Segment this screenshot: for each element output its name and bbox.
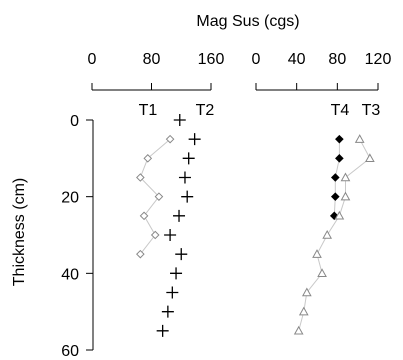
- x-tick-label: 0: [88, 51, 97, 68]
- data-point-T2: [170, 267, 183, 280]
- x-tick-label: 0: [252, 51, 261, 68]
- y-axis-title: Thickness (cm): [11, 178, 28, 286]
- data-point-T1: [139, 211, 149, 221]
- data-point-T1: [143, 154, 153, 163]
- x-tick-label: 160: [198, 51, 225, 68]
- data-point-T3: [340, 172, 351, 182]
- data-point-T4: [335, 134, 344, 144]
- data-point-T1: [154, 192, 164, 201]
- data-point-T2: [182, 152, 195, 165]
- data-point-T2: [166, 286, 179, 299]
- data-point-T2: [188, 133, 201, 146]
- data-point-T3: [322, 229, 333, 239]
- x-tick-label: 40: [288, 51, 306, 68]
- series-label: T1: [139, 102, 158, 119]
- data-point-T1: [136, 173, 145, 182]
- data-point-T1: [165, 134, 175, 144]
- data-point-T2: [178, 171, 191, 184]
- data-point-T3: [354, 134, 365, 143]
- data-point-T3: [293, 325, 304, 335]
- data-point-T3: [365, 153, 375, 163]
- series-label: T3: [362, 102, 381, 119]
- data-point-T2: [181, 190, 194, 203]
- data-point-T2: [175, 248, 188, 261]
- series-label: T2: [196, 102, 215, 119]
- top-axis-title: Mag Sus (cgs): [196, 13, 299, 30]
- x-tick-label: 80: [143, 51, 161, 68]
- series-label: T4: [331, 102, 350, 119]
- data-point-T2: [173, 209, 186, 222]
- data-point-T3: [298, 306, 309, 316]
- data-point-T3: [334, 210, 345, 220]
- data-point-T2: [161, 305, 174, 318]
- data-point-T2: [156, 324, 169, 337]
- data-point-T3: [301, 287, 312, 297]
- y-tick-label: 0: [70, 113, 79, 130]
- y-tick-label: 40: [61, 266, 79, 283]
- data-point-T2: [164, 229, 177, 241]
- data-point-T4: [330, 192, 340, 201]
- y-tick-label: 60: [61, 343, 79, 360]
- x-tick-label: 120: [365, 51, 392, 68]
- data-point-T1: [136, 249, 145, 259]
- data-point-T3: [312, 249, 322, 258]
- data-point-T2: [173, 114, 186, 126]
- x-tick-label: 80: [328, 51, 346, 68]
- data-point-T4: [330, 173, 340, 182]
- series-line-T3: [298, 138, 371, 331]
- y-tick-label: 20: [61, 190, 79, 207]
- data-point-T1: [150, 230, 160, 240]
- data-point-T4: [335, 154, 344, 163]
- data-point-T3: [340, 191, 351, 201]
- data-point-T3: [317, 268, 327, 278]
